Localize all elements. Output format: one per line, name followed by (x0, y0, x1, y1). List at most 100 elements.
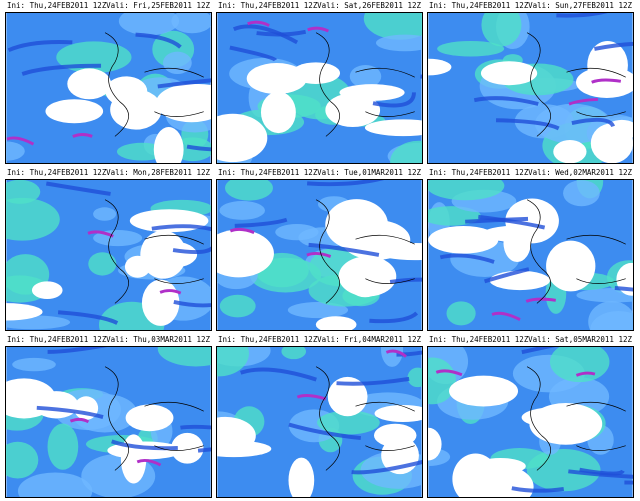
clear-area (325, 199, 388, 250)
clear-area (105, 76, 148, 107)
weather-map (5, 346, 212, 498)
rain-band (173, 300, 211, 308)
clear-area (171, 432, 204, 464)
valid-time: Vali: Mon,28FEB2011 12Z (106, 168, 210, 177)
rain-band (186, 144, 211, 152)
init-time: Ini: Thu,24FEB2011 12Z (429, 335, 529, 344)
clear-area (428, 427, 442, 461)
panel-header: Ini: Thu,24FEB2011 12Z Vali: Thu,03MAR201… (5, 334, 212, 346)
rain-band (47, 347, 108, 354)
heavy-rain (72, 133, 93, 138)
valid-time: Vali: Sun,27FEB2011 12Z (528, 1, 632, 10)
rain-band (369, 311, 419, 324)
rain-band (511, 486, 565, 493)
light-field (225, 180, 273, 201)
valid-time: Vali: Fri,25FEB2011 12Z (106, 1, 210, 10)
light-field (6, 197, 60, 241)
clear-area (480, 61, 538, 86)
heavy-rain (491, 311, 521, 321)
rain-band (614, 286, 633, 292)
light-field (576, 288, 633, 303)
coastline (526, 366, 626, 471)
rain-band (151, 224, 211, 232)
light-field (526, 448, 601, 492)
rain-band (45, 181, 111, 196)
rain-band (111, 439, 178, 451)
heavy-rain (87, 230, 114, 238)
heavy-rain (6, 136, 35, 146)
light-field (219, 294, 256, 318)
light-field (275, 223, 319, 241)
valid-time: Vali: Thu,03MAR2011 12Z (106, 335, 210, 344)
light-field (407, 367, 422, 388)
clear-area (125, 404, 174, 432)
clear-area (6, 303, 43, 321)
light-field (446, 301, 476, 326)
init-time: Ini: Thu,24FEB2011 12Z (429, 1, 529, 10)
rain-band (240, 367, 317, 382)
clear-area (67, 68, 112, 100)
heavy-rain (136, 458, 162, 467)
heavy-rain (435, 369, 463, 377)
clear-area (553, 140, 587, 163)
clear-area (475, 457, 526, 475)
coastline (315, 199, 415, 304)
heavy-rain (385, 349, 407, 358)
clear-area (315, 316, 357, 330)
clear-area (246, 63, 307, 95)
clear-area (260, 91, 296, 134)
light-field (437, 40, 505, 57)
rain-band (579, 467, 625, 476)
forecast-panel: Ini: Thu,24FEB2011 12Z Vali: Sat,05MAR201… (427, 334, 634, 499)
panel-header: Ini: Thu,24FEB2011 12Z Vali: Fri,04MAR201… (216, 334, 423, 346)
light-field (287, 301, 349, 319)
light-field (428, 357, 457, 405)
rain-band (351, 460, 422, 475)
weather-map (427, 179, 634, 331)
coastline (526, 32, 626, 137)
rain-band (306, 180, 385, 187)
light-field (590, 310, 633, 330)
rain-band (571, 117, 615, 128)
light-field (481, 13, 522, 47)
coastline (315, 32, 415, 137)
valid-time: Vali: Sat,05MAR2011 12Z (528, 335, 632, 344)
rain-band (336, 376, 410, 386)
panel-header: Ini: Thu,24FEB2011 12Z Vali: Mon,28FEB201… (5, 167, 212, 179)
weather-map (5, 12, 212, 164)
rain-band (36, 405, 104, 419)
light-field (349, 64, 382, 88)
rain-band (478, 214, 546, 230)
clear-area (587, 41, 628, 90)
valid-time: Vali: Fri,04MAR2011 12Z (317, 335, 421, 344)
weather-map (427, 12, 634, 164)
clear-area (153, 127, 184, 163)
light-field (6, 141, 25, 161)
heavy-rain (229, 227, 255, 235)
light-field (47, 423, 79, 470)
clear-area (529, 403, 603, 445)
coastline (104, 32, 204, 137)
rain-band (624, 480, 633, 485)
clear-area (338, 256, 397, 297)
light-field (363, 13, 422, 40)
rain-band (308, 242, 380, 257)
heavy-rain (69, 417, 90, 424)
rain-band (172, 246, 211, 254)
valid-time: Vali: Sat,26FEB2011 12Z (317, 1, 421, 10)
light-field (390, 140, 422, 163)
clear-area (217, 229, 274, 278)
init-time: Ini: Thu,24FEB2011 12Z (218, 335, 318, 344)
clear-area (288, 457, 315, 497)
coastline (315, 366, 415, 471)
rain-band (594, 41, 633, 51)
rain-band (197, 447, 211, 453)
heavy-rain (159, 289, 182, 295)
clear-area (124, 255, 151, 278)
rain-band (495, 118, 560, 131)
clear-area (449, 375, 519, 407)
light-field (88, 252, 117, 276)
valid-time: Vali: Wed,02MAR2011 12Z (528, 168, 632, 177)
light-field (157, 347, 211, 367)
